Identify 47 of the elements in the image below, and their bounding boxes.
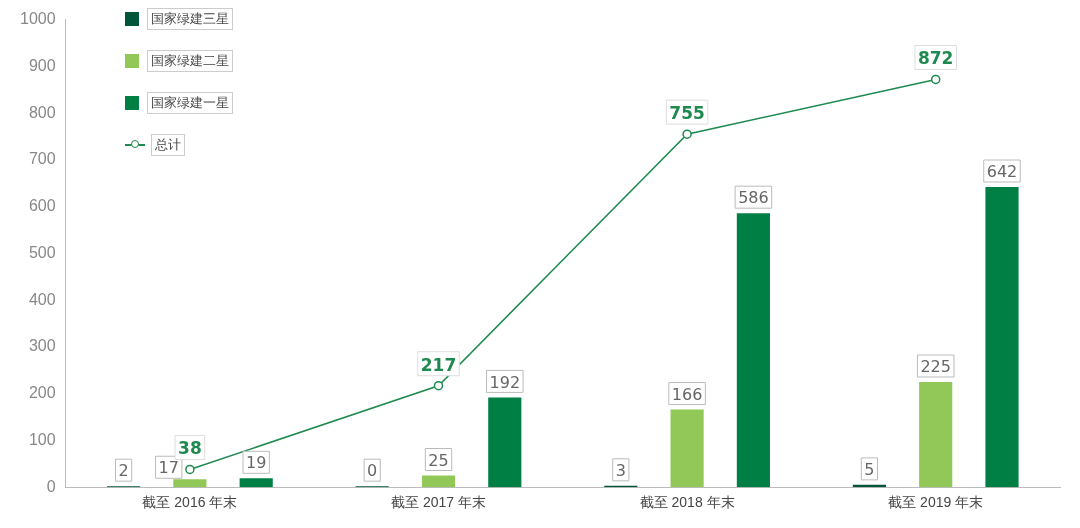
- y-tick-label: 0: [46, 477, 56, 495]
- point: [930, 74, 941, 85]
- legend-label: 国家绿建三星: [147, 8, 233, 30]
- data-label: 3: [615, 460, 626, 480]
- y-tick-label: 100: [28, 430, 56, 448]
- data-label: 38: [178, 438, 202, 459]
- data-label: 872: [917, 48, 954, 69]
- bar: [985, 187, 1019, 488]
- y-tick-label: 700: [28, 150, 56, 168]
- data-label: 25: [428, 450, 449, 470]
- data-label: 0: [367, 461, 378, 481]
- data-label: 642: [986, 162, 1018, 182]
- data-label: 225: [920, 357, 951, 377]
- y-tick-label: 800: [28, 103, 56, 121]
- data-label: 217: [420, 354, 457, 375]
- point: [185, 464, 195, 475]
- data-label: 166: [671, 384, 703, 404]
- bar: [670, 409, 704, 488]
- y-tick-label: 600: [28, 197, 56, 215]
- legend-label: 总计: [151, 134, 185, 156]
- data-label: 192: [489, 372, 521, 392]
- y-tick-label: 300: [28, 337, 56, 355]
- x-tick-label: 截至 2017 年末: [391, 494, 486, 511]
- y-tick-label: 1000: [20, 10, 56, 28]
- bar: [421, 475, 456, 488]
- data-label: 755: [669, 103, 705, 124]
- data-label: 17: [158, 458, 179, 478]
- bar: [239, 478, 273, 488]
- y-tick-label: 400: [28, 290, 56, 308]
- x-tick-label: 截至 2018 年末: [639, 494, 735, 511]
- data-label: 19: [246, 453, 267, 473]
- bar: [736, 213, 770, 488]
- bar: [919, 381, 953, 488]
- x-tick-label: 截至 2016 年末: [142, 494, 238, 511]
- point: [433, 380, 444, 391]
- bar: [173, 479, 207, 488]
- data-label: 5: [864, 460, 875, 480]
- data-label: 2: [118, 461, 129, 481]
- x-tick-label: 截至 2019 年末: [888, 494, 984, 511]
- y-tick-label: 200: [28, 384, 56, 402]
- y-tick-label: 500: [28, 243, 56, 261]
- data-label: 586: [738, 188, 769, 208]
- point: [682, 129, 692, 139]
- legend-label: 国家绿建一星: [147, 92, 233, 114]
- bar: [488, 397, 522, 488]
- y-tick-label: 900: [28, 56, 56, 74]
- legend-label: 国家绿建二星: [147, 50, 233, 72]
